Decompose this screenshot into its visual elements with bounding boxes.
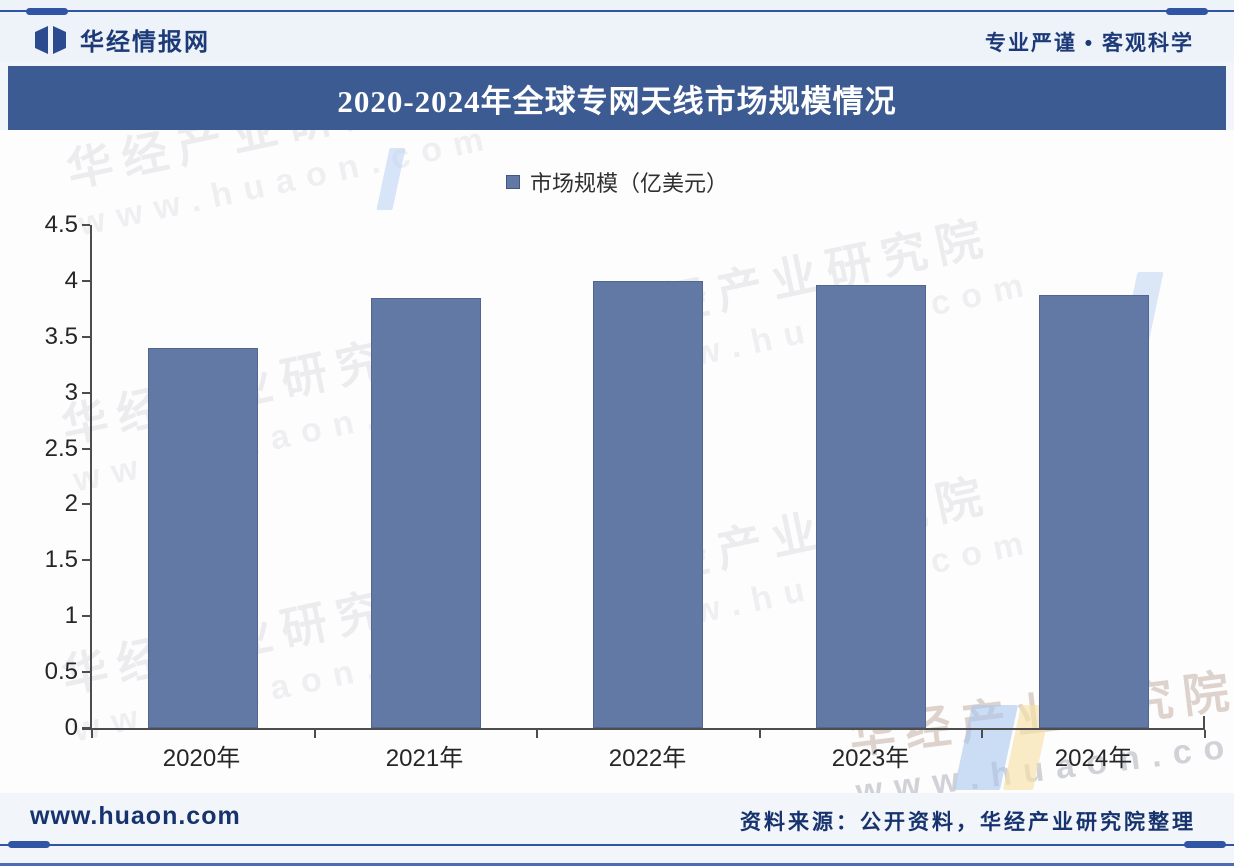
bar-slot [760, 225, 983, 728]
legend-label: 市场规模（亿美元） [529, 171, 728, 196]
footer-site-url: www.huaon.com [30, 802, 241, 830]
bar-2020年 [148, 347, 259, 728]
x-axis-line [82, 728, 1205, 730]
y-axis-tick-label: 0 [64, 714, 78, 741]
bottom-edge-line [0, 863, 1234, 866]
footer-source-note: 资料来源：公开资料，华经产业研究院整理 [740, 811, 1196, 834]
y-axis-tick-mark [82, 727, 90, 729]
page-header: 华经情报网 专业严谨 • 客观科学 [0, 0, 1234, 62]
bar-slot [315, 225, 538, 728]
page-footer: www.huaon.com 资料来源：公开资料，华经产业研究院整理 [0, 793, 1234, 866]
chart-title: 2020-2024年全球专网天线市场规模情况 [337, 83, 897, 119]
y-axis-tick-label: 1 [64, 602, 78, 630]
x-axis-tick-mark [313, 730, 316, 738]
x-axis-tick-label: 2024年 [1054, 745, 1133, 772]
brand: 华经情报网 [34, 22, 210, 57]
y-axis-tick-mark [82, 335, 90, 338]
y-axis-tick-label: 2 [64, 490, 78, 518]
header-rule [0, 10, 1234, 12]
x-axis-tick-label: 2020年 [162, 745, 241, 772]
bar-2024年 [1038, 295, 1149, 728]
y-axis-tick-mark [82, 224, 90, 226]
footer-rule-left-cap [8, 841, 50, 848]
x-axis-tick-label: 2023年 [831, 745, 910, 772]
x-axis-tick-mark [1204, 730, 1206, 738]
x-axis-tick-mark [91, 730, 93, 738]
bar-2023年 [816, 285, 927, 728]
y-axis-tick-label: 4.5 [44, 211, 78, 238]
y-axis-tick-label: 3 [64, 378, 78, 406]
x-axis-end-tick [1203, 716, 1205, 728]
bar-2022年 [593, 280, 704, 728]
y-axis-tick-mark [82, 447, 90, 450]
brand-name: 华经情报网 [80, 29, 210, 56]
y-axis-tick-mark [82, 503, 90, 506]
title-bar: 2020-2024年全球专网天线市场规模情况 [8, 66, 1226, 130]
bar-slot [982, 225, 1205, 728]
y-axis-tick-label: 2.5 [44, 434, 78, 462]
bar-slot [537, 225, 760, 728]
chart-panel: 华经产业研究院 www.huaon.com 华经产业研究院 www.huaon.com… [0, 130, 1234, 793]
chart-legend: 市场规模（亿美元） [0, 166, 1234, 198]
legend-swatch [505, 175, 520, 189]
y-axis-tick-label: 1.5 [44, 546, 78, 574]
x-axis-labels: 2020年 2021年 2022年 2023年 2024年 [90, 738, 1205, 774]
x-axis-tick-label: 2021年 [385, 745, 464, 772]
y-axis-tick-label: 4 [64, 266, 78, 294]
bar-2021年 [370, 297, 481, 728]
y-axis-tick-label: 0.5 [44, 658, 78, 686]
y-axis-tick-mark [82, 391, 90, 394]
header-slogan: 专业严谨 • 客观科学 [984, 32, 1194, 55]
y-axis-tick-mark [82, 671, 90, 674]
plot-area [82, 224, 1206, 738]
x-axis-tick-mark [536, 730, 539, 738]
header-rule-left-cap [26, 8, 68, 15]
footer-rule-right-cap [1184, 841, 1226, 848]
x-axis-tick-mark [981, 730, 984, 738]
huaon-logo-icon [34, 25, 68, 55]
y-axis-tick-mark [82, 279, 90, 282]
header-rule-right-cap [1166, 8, 1208, 15]
x-axis-tick-mark [758, 730, 761, 738]
footer-rule [0, 844, 1234, 846]
y-axis-tick-mark [82, 615, 90, 618]
y-axis-tick-mark [82, 559, 90, 562]
y-axis-tick-label: 3.5 [44, 322, 78, 350]
bar-slot [92, 225, 315, 728]
y-axis-labels: 0 0.5 1 1.5 2 2.5 3 3.5 4 4.5 [0, 211, 80, 741]
x-axis-tick-label: 2022年 [608, 745, 687, 772]
